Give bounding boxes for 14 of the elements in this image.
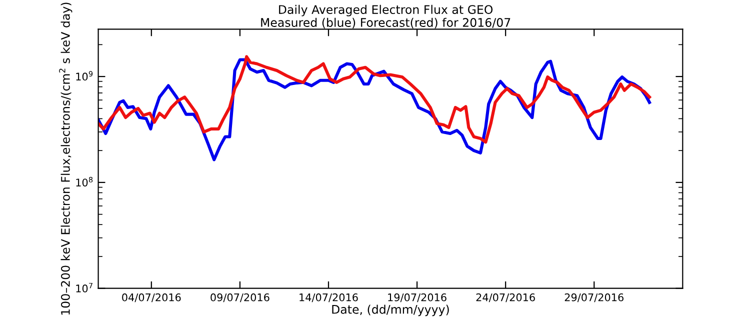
chart-title: Daily Averaged Electron Flux at GEO <box>279 4 493 16</box>
y-axis-title: 100–200 keV Electron Flux,electrons/(cm$^{2}$ s keV day) <box>59 2 72 315</box>
x-tick-label: 14/07/2016 <box>300 293 358 302</box>
x-tick-label: 09/07/2016 <box>210 293 270 302</box>
x-tick-label: 19/07/2016 <box>388 293 446 302</box>
y-tick-label: 10$^{8}$ <box>76 176 93 186</box>
x-tick-label: 04/07/2016 <box>122 293 181 302</box>
y-tick-label: 10$^{7}$ <box>76 282 92 292</box>
x-tick-label: 24/07/2016 <box>476 293 535 302</box>
y-tick-label: 10$^{9}$ <box>76 71 93 81</box>
chart-subtitle: Measured (blue) Forecast(red) for 2016/07 <box>261 18 510 28</box>
line-series <box>98 55 651 144</box>
x-tick-label: 29/07/2016 <box>564 293 624 302</box>
x-axis-title: Date, (dd/mm/yyyy) <box>332 304 449 316</box>
